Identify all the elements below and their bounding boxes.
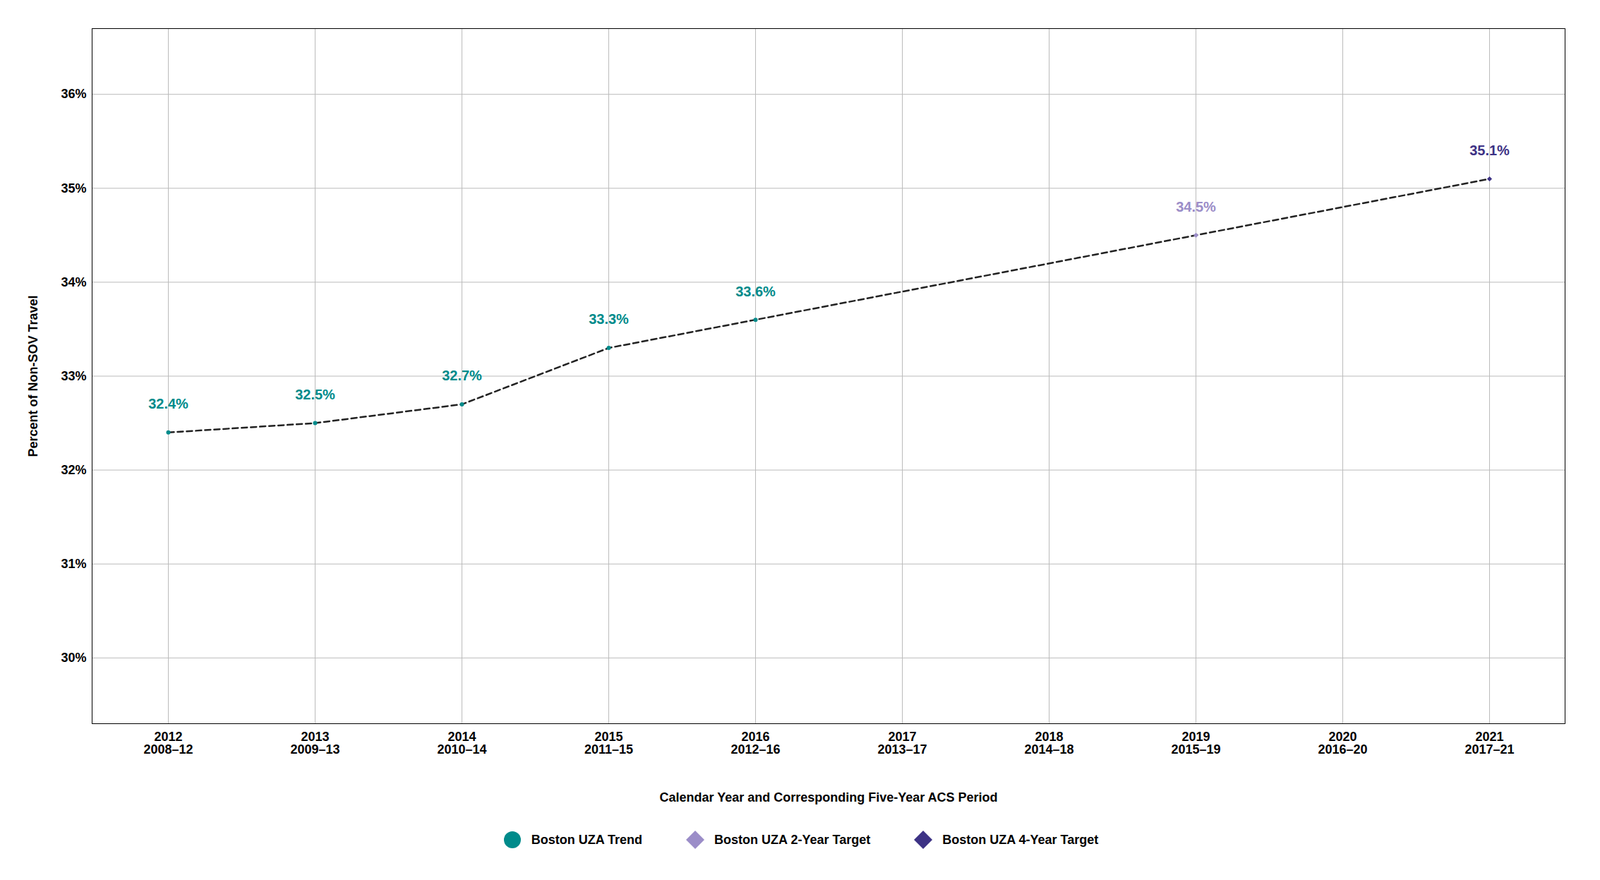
svg-text:36%: 36% <box>60 86 87 101</box>
svg-text:Percent of Non-SOV Travel: Percent of Non-SOV Travel <box>26 295 41 457</box>
svg-text:20132009–13: 20132009–13 <box>290 729 340 757</box>
svg-text:32%: 32% <box>60 462 87 478</box>
html-text:Boston UZA 4-Year Target: Boston UZA 4-Year Target <box>942 832 1099 847</box>
svg-text:32.7%: 32.7% <box>441 367 483 384</box>
svg-text:20162012–16: 20162012–16 <box>730 729 780 757</box>
svg-text:35.1%: 35.1% <box>1469 142 1510 159</box>
svg-text:35%: 35% <box>60 181 87 196</box>
svg-text:33%: 33% <box>60 369 87 384</box>
svg-text:33.6%: 33.6% <box>735 283 776 300</box>
svg-text:30%: 30% <box>60 650 87 665</box>
svg-text:20202016–20: 20202016–20 <box>1317 729 1368 757</box>
svg-text:34%: 34% <box>60 275 87 290</box>
svg-text:20212017–21: 20212017–21 <box>1464 729 1514 757</box>
svg-text:32.4%: 32.4% <box>148 395 189 412</box>
svg-text:20152011–15: 20152011–15 <box>584 729 634 757</box>
svg-text:20172013–17: 20172013–17 <box>877 729 927 757</box>
svg-text:31%: 31% <box>60 556 87 571</box>
svg-text:20192015–19: 20192015–19 <box>1170 729 1221 757</box>
svg-text:Calendar Year and Correspondin: Calendar Year and Corresponding Five-Yea… <box>659 790 998 805</box>
html-text:Boston UZA 2-Year Target: Boston UZA 2-Year Target <box>714 832 871 847</box>
svg-text:32.5%: 32.5% <box>295 386 336 403</box>
svg-text:34.5%: 34.5% <box>1175 199 1217 215</box>
svg-text:20142010–14: 20142010–14 <box>436 729 487 757</box>
svg-text:20122008–12: 20122008–12 <box>143 729 193 757</box>
svg-text:20182014–18: 20182014–18 <box>1024 729 1074 757</box>
html-text:Boston UZA Trend: Boston UZA Trend <box>531 832 643 847</box>
svg-text:33.3%: 33.3% <box>588 311 629 327</box>
